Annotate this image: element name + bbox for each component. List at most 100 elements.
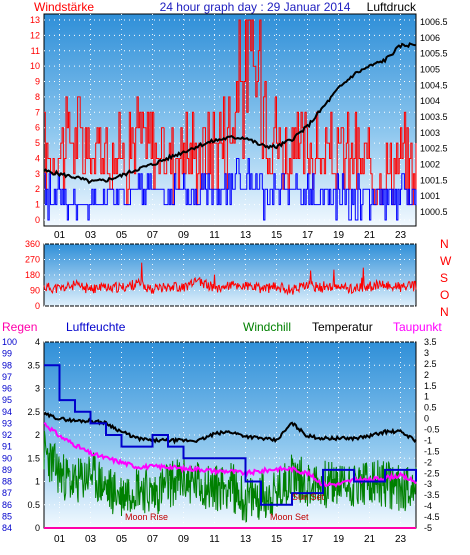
temp-tick-label: 3 <box>424 348 429 358</box>
x-tick-label-p3: 09 <box>178 534 190 545</box>
pressure-tick-label: 1006.5 <box>420 17 448 27</box>
temp-tick-label: 2 <box>424 370 429 380</box>
x-tick-label-p1: 07 <box>147 230 159 241</box>
temp-tick-label: -3.5 <box>424 490 440 500</box>
wind-tick-label: 12 <box>30 30 40 40</box>
legend-luftfeuchte: Luftfeuchte <box>66 320 126 334</box>
wind-tick-label: 1 <box>35 200 40 210</box>
wind-tick-label: 0 <box>35 215 40 225</box>
humidity-tick-label: 91 <box>2 442 12 452</box>
dir-letter-label: O <box>440 288 449 302</box>
rain-tick-label: 2 <box>35 430 40 440</box>
x-tick-label-p3: 11 <box>209 534 220 545</box>
temp-tick-label: 1.5 <box>424 381 437 391</box>
x-tick-label-p3: 03 <box>85 534 97 545</box>
pressure-tick-label: 1004.5 <box>420 80 448 90</box>
moon-rise-label: Moon Rise <box>125 512 168 522</box>
dir-tick-label: 90 <box>30 286 40 296</box>
dir-tick-label: 180 <box>25 270 40 280</box>
wind-tick-label: 10 <box>30 61 40 71</box>
rain-tick-label: 0 <box>35 523 40 533</box>
x-tick-label-p3: 01 <box>54 534 66 545</box>
wind-tick-label: 3 <box>35 169 40 179</box>
rain-tick-label: 4 <box>35 337 40 347</box>
humidity-tick-label: 90 <box>2 453 12 463</box>
legend-regen: Regen <box>2 320 37 334</box>
pressure-tick-label: 1005 <box>420 65 440 75</box>
rain-tick-label: 3 <box>35 384 40 394</box>
x-tick-label-p3: 13 <box>240 534 252 545</box>
pressure-tick-label: 1005.5 <box>420 49 448 59</box>
x-tick-label-p1: 05 <box>116 230 128 241</box>
pressure-tick-label: 1000.5 <box>420 207 448 217</box>
series-luftfeuchte <box>44 364 417 506</box>
wind-tick-label: 4 <box>35 153 40 163</box>
data-marks <box>43 19 417 529</box>
temp-tick-label: 1 <box>424 392 429 402</box>
temp-tick-label: 0.5 <box>424 403 437 413</box>
pressure-tick-label: 1002.5 <box>420 144 448 154</box>
x-tick-label-p1: 15 <box>271 230 283 241</box>
x-tick-label-p1: 01 <box>54 230 66 241</box>
temp-tick-label: 3.5 <box>424 337 437 347</box>
x-tick-label-p1: 19 <box>333 230 345 241</box>
wind-tick-label: 5 <box>35 138 40 148</box>
x-tick-label-p3: 17 <box>302 534 314 545</box>
wind-tick-label: 13 <box>30 15 40 25</box>
humidity-tick-label: 99 <box>2 349 12 359</box>
temp-tick-label: -0.5 <box>424 425 440 435</box>
pressure-tick-label: 1002 <box>420 160 440 170</box>
x-tick-label-p1: 17 <box>302 230 314 241</box>
rain-tick-label: 0.5 <box>27 500 40 510</box>
temp-tick-label: -4 <box>424 501 432 511</box>
humidity-tick-label: 89 <box>2 465 12 475</box>
humidity-tick-label: 95 <box>2 395 12 405</box>
wind-tick-label: 2 <box>35 184 40 194</box>
x-tick-label-p3: 21 <box>364 534 376 545</box>
dir-tick-label: 0 <box>35 301 40 311</box>
header-title: 24 hour graph day : 29 Januar 2014 <box>160 0 351 14</box>
wind-tick-label: 9 <box>35 77 40 87</box>
x-tick-label-p1: 03 <box>85 230 97 241</box>
header-right: Luftdruck <box>367 0 417 14</box>
humidity-tick-label: 93 <box>2 418 12 428</box>
temp-tick-label: -3 <box>424 479 432 489</box>
humidity-tick-label: 92 <box>2 430 12 440</box>
humidity-tick-label: 94 <box>2 407 12 417</box>
legend-taupunkt: Taupunkt <box>393 320 442 334</box>
series-temperatur <box>43 411 417 445</box>
dir-letter-label: W <box>440 254 452 268</box>
rain-tick-label: 3.5 <box>27 360 40 370</box>
temp-tick-label: -2.5 <box>424 468 440 478</box>
wind-tick-label: 7 <box>35 107 40 117</box>
header-left: Windstärke <box>34 0 94 14</box>
x-tick-label-p3: 19 <box>333 534 345 545</box>
x-tick-label-p3: 07 <box>147 534 159 545</box>
temp-tick-label: -4.5 <box>424 512 440 522</box>
humidity-tick-label: 96 <box>2 384 12 394</box>
temp-tick-label: -1.5 <box>424 446 440 456</box>
rain-tick-label: 1.5 <box>27 453 40 463</box>
humidity-tick-label: 98 <box>2 360 12 370</box>
x-tick-label-p3: 05 <box>116 534 128 545</box>
rain-tick-label: 1 <box>35 477 40 487</box>
humidity-tick-label: 84 <box>2 523 12 533</box>
x-tick-label-p1: 09 <box>178 230 190 241</box>
rain-tick-label: 2.5 <box>27 407 40 417</box>
pressure-tick-label: 1003 <box>420 128 440 138</box>
temp-tick-label: -5 <box>424 523 432 533</box>
sun-set-label: Sun Set <box>292 492 325 502</box>
dir-tick-label: 270 <box>25 255 40 265</box>
temp-tick-label: 0 <box>424 414 429 424</box>
x-tick-label-p3: 23 <box>395 534 407 545</box>
x-tick-label-p1: 23 <box>395 230 407 241</box>
series-windchill <box>43 431 417 523</box>
axes: 0101030305050707090911111313151517171919… <box>2 15 452 545</box>
moon-set-label: Moon Set <box>270 512 309 522</box>
dir-letter-label: S <box>440 271 448 285</box>
humidity-tick-label: 86 <box>2 500 12 510</box>
x-tick-label-p1: 13 <box>240 230 252 241</box>
pressure-tick-label: 1006 <box>420 33 440 43</box>
